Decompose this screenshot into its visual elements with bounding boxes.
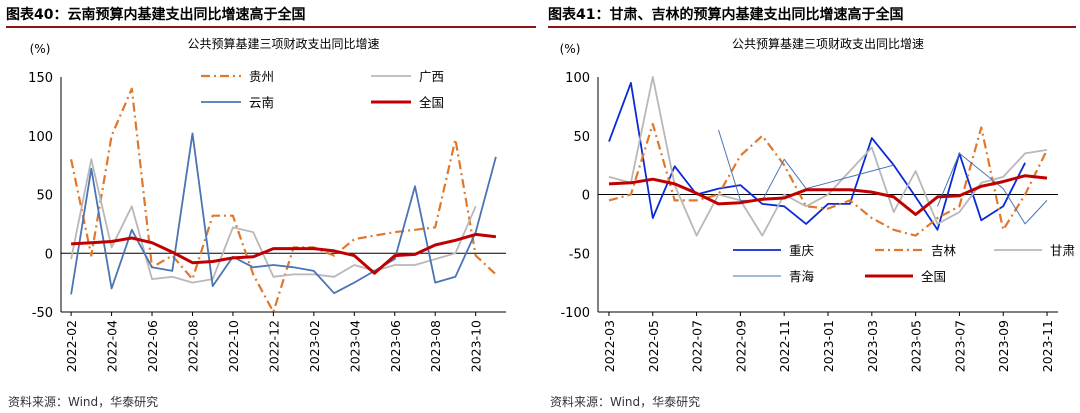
x-tick-label: 2023-05: [909, 320, 924, 372]
chart-title: 公共预算基建三项财政支出同比增速: [732, 36, 924, 51]
y-tick-label: 150: [28, 71, 53, 86]
series-line-e5b9bfe8a5bf: [70, 158, 477, 284]
legend-label-e8b4b5e5b79e: 贵州: [249, 69, 274, 84]
legend-label-e59089e69e97: 吉林: [931, 243, 957, 258]
y-tick-label: 100: [28, 130, 53, 145]
chart-right: 公共预算基建三项财政支出同比增速 (%) -100 -50 0 50 100 2022-03 2…: [560, 36, 1075, 372]
x-tick-label: 2023-09: [996, 320, 1011, 372]
source-note: 资料来源：Wind，华泰研究: [550, 395, 701, 409]
legend-label-e4ba91e58d97: 云南: [249, 95, 274, 110]
x-tick-label: 2023-01: [821, 320, 836, 372]
figure-title: 图表40：云南预算内基建支出同比增速高于全国: [6, 7, 306, 23]
x-tick-label: 2022-06: [145, 320, 160, 372]
y-tick-label: 50: [573, 130, 590, 145]
y-tick-label: 0: [582, 189, 590, 204]
figure-title: 图表41：甘肃、吉林的预算内基建支出同比增速高于全国: [548, 7, 904, 23]
x-tick-label: 2023-11: [1040, 320, 1055, 372]
legend-label-e9878de5ba86: 重庆: [789, 243, 815, 258]
x-tick-label: 2023-10: [469, 320, 484, 372]
legend-label-e99d92e6b5b7: 青海: [789, 269, 815, 284]
x-tick-label: 2023-08: [428, 320, 443, 372]
x-tick-label: 2022-08: [185, 320, 200, 372]
x-tick-label: 2023-04: [347, 320, 362, 372]
legend-label-e585a8e59bbd: 全国: [921, 269, 946, 284]
series-line-e59089e69e97: [608, 122, 1048, 237]
y-tick-label: -50: [32, 306, 53, 321]
x-tick-label: 2023-03: [865, 320, 880, 372]
x-tick-label: 2022-03: [602, 320, 617, 372]
y-tick-label: 50: [36, 189, 53, 204]
title-rule: [548, 26, 1076, 28]
y-axis-unit: (%): [30, 42, 51, 56]
x-tick-label: 2022-11: [777, 320, 792, 372]
legend-label-e585a8e59bbd: 全国: [419, 95, 444, 110]
series-line-e585a8e59bbd: [71, 232, 497, 275]
x-tick-label: 2022-04: [105, 320, 120, 372]
series-line-e585a8e59bbd: [608, 174, 1048, 216]
x-tick-label: 2022-05: [646, 320, 661, 372]
y-axis-unit: (%): [560, 42, 581, 56]
y-tick-label: 100: [565, 71, 590, 86]
series-line-e79498e88283: [608, 76, 1048, 237]
x-tick-label: 2022-07: [690, 320, 705, 372]
source-note: 资料来源：Wind，华泰研究: [8, 395, 159, 409]
x-tick-label: 2022-02: [64, 320, 79, 372]
series-line-e8b4b5e5b79e: [70, 87, 497, 314]
x-tick-label: 2022-09: [733, 320, 748, 372]
chart-title: 公共预算基建三项财政支出同比增速: [187, 36, 379, 51]
chart-left: 公共预算基建三项财政支出同比增速 (%) -50 0 50 100 150 2022-02 20…: [28, 36, 506, 372]
x-tick-label: 2022-10: [226, 320, 241, 372]
series-line-e4ba91e58d97: [70, 132, 497, 295]
x-tick-label: 2022-12: [266, 320, 281, 372]
legend-label-e79498e88283: 甘肃: [1050, 243, 1075, 258]
y-tick-label: 0: [45, 247, 53, 262]
y-tick-label: -100: [560, 306, 590, 321]
legend-label-e5b9bfe8a5bf: 广西: [419, 69, 444, 84]
x-tick-label: 2023-02: [307, 320, 322, 372]
series-line-e9878de5ba86: [608, 82, 1026, 231]
x-tick-label: 2023-06: [388, 320, 403, 372]
y-tick-label: -50: [569, 247, 590, 262]
title-rule: [6, 26, 536, 28]
x-tick-label: 2023-07: [952, 320, 967, 372]
